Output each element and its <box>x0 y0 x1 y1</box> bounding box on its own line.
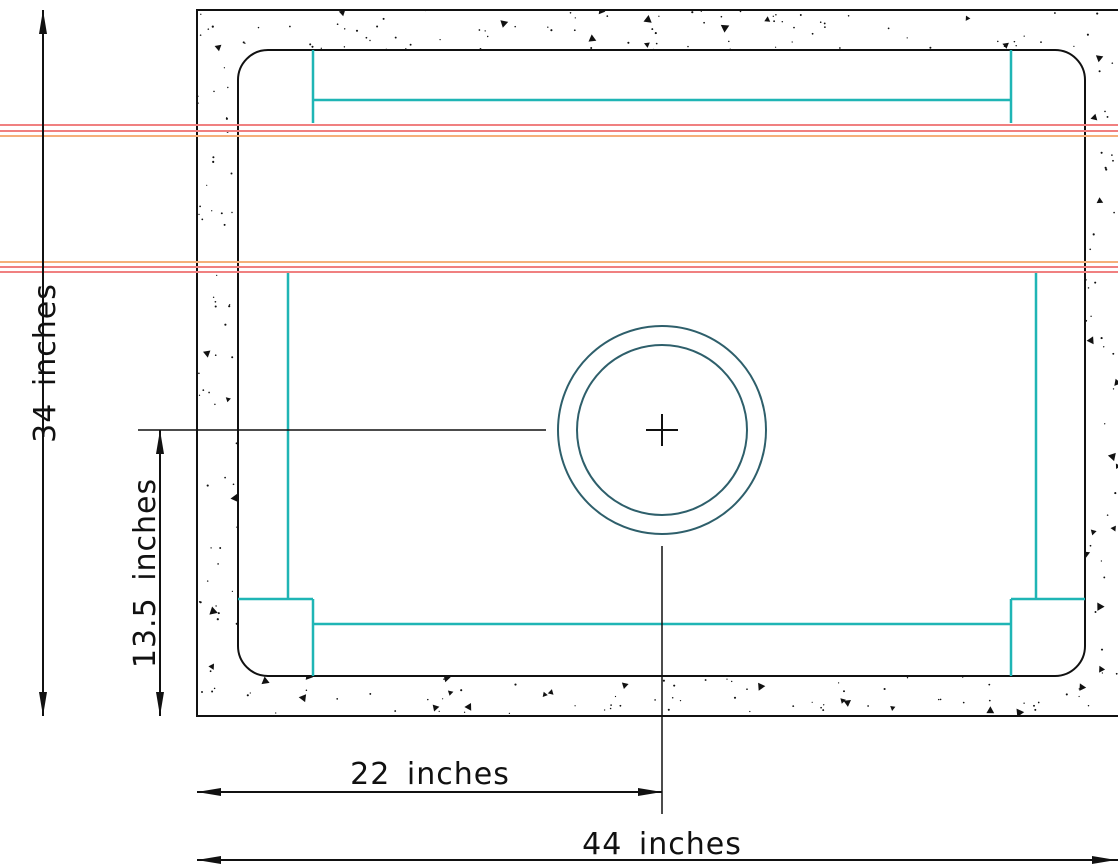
center-mark <box>646 414 678 446</box>
dimension-22-inches: 22 inches <box>197 757 662 796</box>
extension-lines <box>138 429 663 814</box>
offset-height-label: 13.5 inches <box>128 478 163 668</box>
dimension-44-inches: 44 inches <box>197 827 1118 864</box>
height-label: 34 inches <box>28 283 63 443</box>
half-width-label: 22 inches <box>350 757 510 792</box>
width-label: 44 inches <box>582 827 742 862</box>
concrete-stipple <box>197 10 1118 716</box>
dimension-13-5-inches: 13.5 inches <box>128 430 164 716</box>
outer-wall <box>196 9 1118 717</box>
dimension-34-inches: 34 inches <box>28 10 63 716</box>
pipe-opening <box>557 325 767 535</box>
reinforcement-frame <box>238 50 1085 676</box>
utility-lines <box>0 124 1118 273</box>
